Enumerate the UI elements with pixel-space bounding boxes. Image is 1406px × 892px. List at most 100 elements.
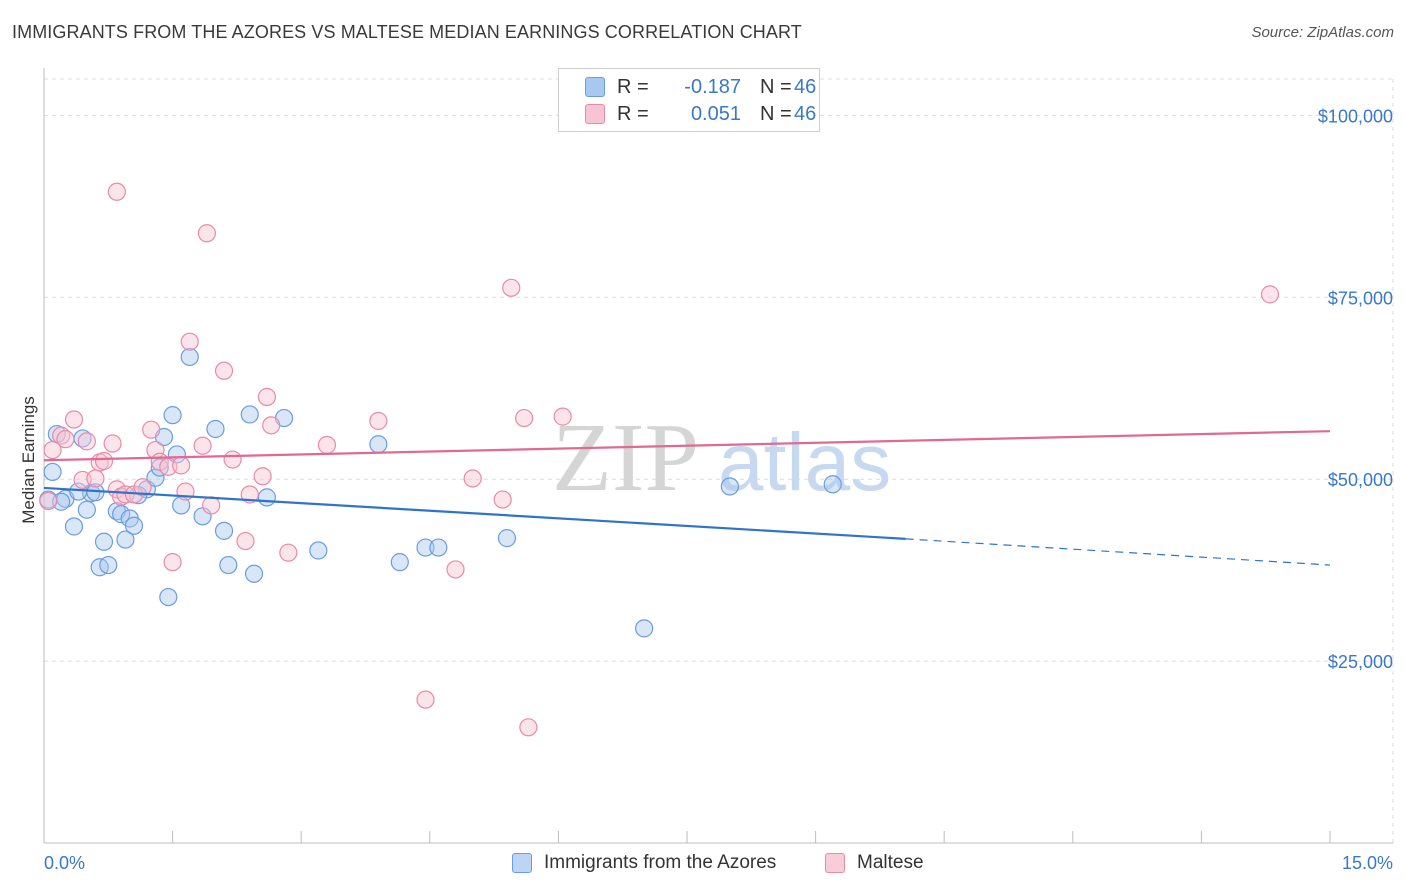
bottom-legend-label-azores: Immigrants from the Azores <box>544 852 777 873</box>
data-point <box>257 488 277 507</box>
legend-n-value: 46 <box>794 76 817 98</box>
data-point <box>214 361 234 380</box>
data-point <box>124 516 144 535</box>
data-point <box>1260 285 1280 304</box>
series-maltese <box>39 182 1280 737</box>
data-point <box>77 500 96 519</box>
data-point <box>463 469 482 488</box>
data-point <box>720 477 739 496</box>
bottom-legend-label-maltese: Maltese <box>857 852 924 873</box>
data-point <box>52 492 71 511</box>
data-point <box>236 531 255 551</box>
data-point <box>416 690 435 709</box>
watermark-zip: ZIP <box>552 404 699 512</box>
data-point <box>94 451 114 471</box>
series-azores <box>39 347 842 638</box>
data-point <box>279 543 298 562</box>
y-tick-label: $25,000 <box>1328 652 1393 672</box>
axis-labels: $25,000 $50,000 $75,000 $100,000 0.0% 15.0% Me… <box>19 106 1393 873</box>
data-point <box>240 485 259 504</box>
legend-n-value: 46 <box>794 103 817 125</box>
data-point <box>116 530 135 549</box>
data-point <box>519 718 538 737</box>
data-point <box>446 560 465 579</box>
data-point <box>390 553 409 572</box>
data-point <box>133 478 152 497</box>
data-point <box>369 435 388 454</box>
x-tick-label: 15.0% <box>1342 853 1393 873</box>
data-point <box>317 435 337 455</box>
axes <box>43 68 1393 844</box>
data-point <box>214 521 234 540</box>
data-point <box>244 564 264 583</box>
data-point <box>429 538 448 557</box>
data-point <box>502 278 521 297</box>
data-point <box>43 440 62 460</box>
legend-swatch-maltese <box>585 104 605 124</box>
data-point <box>219 555 238 575</box>
data-point <box>180 347 199 367</box>
data-point <box>262 416 281 435</box>
data-point <box>193 436 212 455</box>
y-tick-label: $50,000 <box>1328 470 1393 490</box>
watermark-atlas: atlas <box>718 417 891 508</box>
data-point <box>635 619 654 638</box>
data-point <box>553 407 572 426</box>
data-point <box>515 408 534 428</box>
data-point <box>107 182 126 201</box>
legend-r-value: -0.187 <box>684 76 741 98</box>
legend-r-label: R = <box>617 76 649 98</box>
data-point <box>206 419 225 439</box>
y-tick-label: $75,000 <box>1328 288 1393 308</box>
data-point <box>43 462 62 482</box>
data-point <box>167 445 186 464</box>
correlation-legend: R = -0.187 N = 46 R = 0.051 N = 46 <box>558 68 820 132</box>
data-point <box>163 406 182 425</box>
legend-r-value: 0.051 <box>690 103 741 125</box>
chart-source: Source: ZipAtlas.com <box>1251 24 1394 41</box>
data-point <box>497 529 517 548</box>
data-point <box>163 553 182 572</box>
data-point <box>142 420 161 439</box>
data-point <box>369 411 388 431</box>
data-point <box>493 490 512 509</box>
trend-line-maltese <box>43 430 1331 462</box>
legend-n-label: N = <box>760 76 792 98</box>
legend-r-label: R = <box>617 103 649 125</box>
legend-n-label: N = <box>760 103 792 125</box>
bottom-legend-swatch-maltese <box>825 853 845 873</box>
data-point <box>172 456 191 475</box>
data-point <box>99 555 118 575</box>
bottom-legend-swatch-azores <box>512 853 532 873</box>
data-point <box>823 475 842 494</box>
data-point <box>64 517 84 536</box>
legend-swatch-azores <box>585 77 605 97</box>
data-point <box>103 434 122 453</box>
trend-lines <box>43 430 1331 566</box>
y-tick-label: $100,000 <box>1318 106 1393 126</box>
data-point <box>309 541 328 560</box>
trend-line-extension <box>905 538 1331 566</box>
data-points <box>39 182 1280 737</box>
data-point <box>56 430 75 449</box>
data-point <box>240 405 259 424</box>
data-point <box>86 469 105 488</box>
data-point <box>39 491 58 511</box>
data-point <box>223 450 242 469</box>
y-axis-label: Median Earnings <box>19 396 38 524</box>
data-point <box>69 482 88 501</box>
data-point <box>94 532 114 551</box>
x-tick-label: 0.0% <box>44 853 85 873</box>
data-point <box>159 587 178 607</box>
chart-title: IMMIGRANTS FROM THE AZORES VS MALTESE ME… <box>12 22 802 42</box>
trend-line-azores <box>43 486 906 540</box>
data-point <box>180 332 199 351</box>
data-point <box>253 467 272 486</box>
data-point <box>202 496 221 515</box>
data-point <box>64 410 84 429</box>
data-point <box>257 387 277 407</box>
data-point <box>416 538 435 557</box>
data-point <box>197 224 216 243</box>
data-point <box>77 432 96 451</box>
